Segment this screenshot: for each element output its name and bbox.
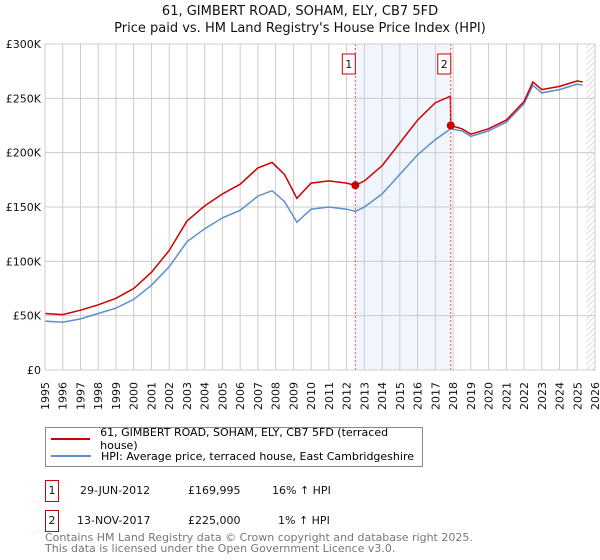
sale-label: 2 [441, 58, 448, 71]
footer: Contains HM Land Registry data © Crown c… [45, 532, 473, 554]
x-tick-label: 2005 [216, 382, 229, 410]
legend-swatch-red [51, 438, 91, 440]
x-tick-label: 1997 [74, 382, 87, 410]
x-tick-label: 1996 [57, 382, 70, 410]
transaction-hpi: 16% ↑ HPI [272, 484, 331, 497]
chart-title: 61, GIMBERT ROAD, SOHAM, ELY, CB7 5FD [161, 4, 439, 19]
x-tick-label: 1999 [110, 382, 123, 410]
y-tick-label: £300K [6, 38, 42, 51]
x-tick-label: 2000 [128, 382, 141, 410]
x-tick-label: 2019 [465, 382, 478, 410]
x-tick-label: 2025 [571, 382, 584, 410]
x-tick-label: 2002 [163, 382, 176, 410]
series-line-hpi [44, 83, 583, 323]
transaction-price: £225,000 [188, 514, 241, 527]
sale-label-box [437, 53, 452, 75]
x-tick-label: 2021 [500, 382, 513, 410]
legend-label: HPI: Average price, terraced house, East… [101, 449, 414, 463]
y-tick-label: £250K [6, 92, 42, 105]
x-tick-label: 2015 [394, 382, 407, 410]
x-tick-label: 2012 [341, 382, 354, 410]
footer-licence: This data is licensed under the Open Gov… [45, 542, 396, 555]
legend-item-hpi: HPI: Average price, terraced house, East… [51, 448, 414, 464]
x-tick-label: 2008 [270, 382, 283, 410]
series-line-property [44, 80, 583, 316]
x-tick-label: 2023 [536, 382, 549, 410]
sale-point [351, 181, 360, 190]
legend: 61, GIMBERT ROAD, SOHAM, ELY, CB7 5FD (t… [45, 426, 423, 467]
x-tick-label: 1995 [39, 382, 52, 410]
x-tick-label: 2007 [252, 382, 265, 410]
x-tick-label: 2018 [447, 382, 460, 410]
x-tick-label: 2001 [145, 382, 158, 410]
y-tick-label: £200K [6, 147, 42, 160]
x-tick-label: 2003 [181, 382, 194, 410]
sale-point [446, 121, 455, 130]
chart-subtitle: Price paid vs. HM Land Registry's House … [114, 21, 486, 36]
y-tick-label: £0 [27, 364, 41, 377]
transaction-date: 29-JUN-2012 [80, 484, 151, 497]
transaction-price: £169,995 [188, 484, 241, 497]
legend-swatch-blue [51, 455, 91, 457]
x-tick-label: 2022 [518, 382, 531, 410]
x-tick-label: 2024 [554, 382, 567, 410]
x-tick-label: 2013 [358, 382, 371, 410]
price-chart: 1 2 1995 1996 1997 1998 1999 2000 2001 2002 2003 2… [6, 38, 600, 410]
y-tick-label: £150K [6, 201, 42, 214]
y-tick-label: £50K [13, 310, 42, 323]
x-tick-label: 2017 [429, 382, 442, 410]
footer-copyright: Contains HM Land Registry data © Crown c… [45, 531, 473, 544]
x-tick-label: 2020 [483, 382, 496, 410]
x-tick-label: 2016 [412, 382, 425, 410]
x-tick-label: 2011 [323, 382, 336, 410]
transaction-date: 13-NOV-2017 [77, 514, 151, 527]
sale-label: 1 [345, 58, 352, 71]
legend-item-property: 61, GIMBERT ROAD, SOHAM, ELY, CB7 5FD (t… [51, 426, 422, 452]
y-tick-label: £100K [6, 255, 42, 268]
x-tick-label: 1998 [92, 382, 105, 410]
transaction-badge: 1 [45, 480, 59, 502]
plot-border [44, 43, 596, 371]
x-tick-label: 2010 [305, 382, 318, 410]
x-tick-label: 2004 [199, 382, 212, 410]
x-tick-label: 2009 [287, 382, 300, 410]
x-tick-label: 2006 [234, 382, 247, 410]
x-tick-label: 2014 [376, 382, 389, 410]
transaction-badge: 2 [45, 510, 59, 532]
transaction-hpi: 1% ↑ HPI [278, 514, 330, 527]
sale-label-box [341, 53, 356, 75]
x-tick-label: 2026 [589, 382, 600, 410]
legend-label: 61, GIMBERT ROAD, SOHAM, ELY, CB7 5FD (t… [100, 426, 389, 452]
